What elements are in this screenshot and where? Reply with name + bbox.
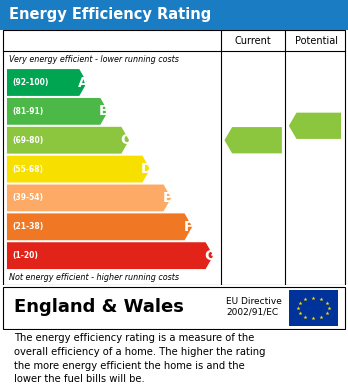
Polygon shape (7, 242, 213, 269)
Text: (55-68): (55-68) (12, 165, 43, 174)
Text: 69: 69 (248, 134, 266, 147)
Text: D: D (141, 162, 152, 176)
Text: Current: Current (235, 36, 271, 46)
Text: Very energy efficient - lower running costs: Very energy efficient - lower running co… (9, 55, 179, 64)
Text: (81-91): (81-91) (12, 107, 44, 116)
Polygon shape (7, 185, 171, 212)
Text: (69-80): (69-80) (12, 136, 44, 145)
Text: Energy Efficiency Rating: Energy Efficiency Rating (9, 7, 211, 22)
Text: EU Directive
2002/91/EC: EU Directive 2002/91/EC (226, 297, 282, 317)
Text: A: A (78, 75, 88, 90)
Polygon shape (7, 98, 108, 125)
Text: F: F (184, 220, 193, 234)
Text: The energy efficiency rating is a measure of the
overall efficiency of a home. T: The energy efficiency rating is a measur… (14, 334, 266, 384)
Polygon shape (7, 156, 150, 183)
Polygon shape (224, 127, 282, 153)
Text: G: G (204, 249, 215, 263)
Text: C: C (120, 133, 130, 147)
Text: B: B (99, 104, 110, 118)
Text: Potential: Potential (295, 36, 338, 46)
Polygon shape (289, 113, 341, 139)
Polygon shape (7, 69, 87, 96)
Polygon shape (7, 127, 129, 154)
Text: (92-100): (92-100) (12, 78, 49, 87)
Polygon shape (7, 213, 192, 240)
Text: (21-38): (21-38) (12, 222, 44, 231)
Text: (1-20): (1-20) (12, 251, 38, 260)
Text: E: E (163, 191, 172, 205)
Text: 78: 78 (310, 119, 327, 132)
Text: (39-54): (39-54) (12, 194, 43, 203)
Text: Not energy efficient - higher running costs: Not energy efficient - higher running co… (9, 273, 179, 282)
Text: England & Wales: England & Wales (14, 298, 184, 316)
